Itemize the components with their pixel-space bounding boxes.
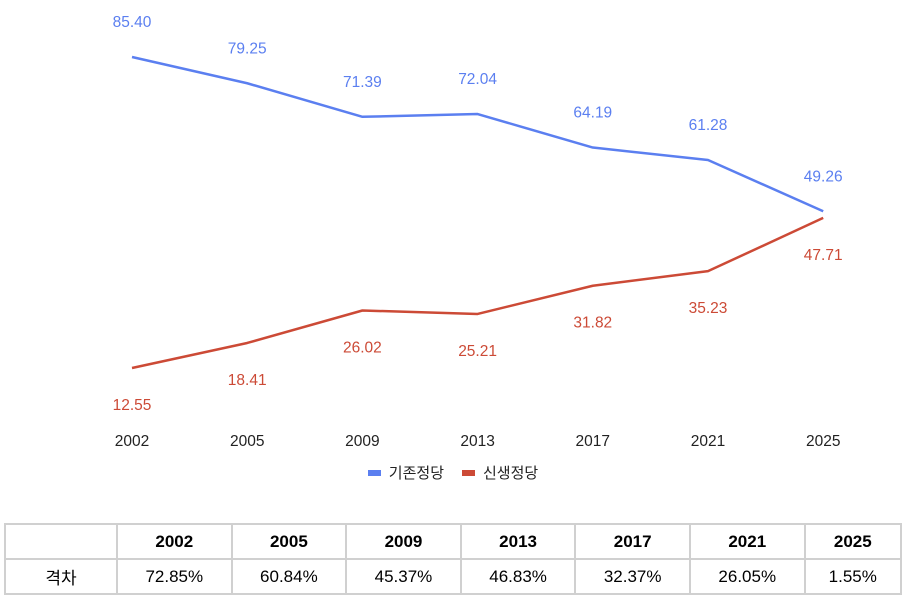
- header-cell: 2021: [688, 523, 806, 560]
- table-cell: 26.05%: [688, 558, 806, 595]
- table-cell: 46.83%: [459, 558, 577, 595]
- data-point: [705, 157, 711, 163]
- table-cell: 60.84%: [230, 558, 348, 595]
- data-label: 71.39: [343, 74, 382, 91]
- data-label: 31.82: [573, 315, 612, 332]
- header-cell: 2002: [116, 523, 233, 560]
- series-line-new: [131, 216, 824, 370]
- table-header-row: 2002 2005 2009 2013 2017 2021 2025: [4, 523, 903, 560]
- header-cell: 2017: [574, 523, 691, 560]
- x-tick-label: 2013: [460, 433, 494, 450]
- data-point: [359, 114, 365, 120]
- data-label: 61.28: [689, 117, 728, 134]
- data-point: [244, 340, 250, 346]
- x-tick-label: 2009: [345, 433, 379, 450]
- x-tick-label: 2005: [230, 433, 264, 450]
- data-point: [590, 145, 596, 151]
- data-label: 18.41: [228, 372, 267, 389]
- data-point: [820, 215, 826, 221]
- x-tick-label: 2025: [806, 433, 840, 450]
- table-cell: 72.85%: [116, 558, 233, 595]
- data-label: 72.04: [458, 71, 497, 88]
- data-point: [475, 111, 481, 117]
- legend: 기존정당 신생정당: [0, 462, 906, 483]
- x-tick-label: 2021: [691, 433, 725, 450]
- data-label: 12.55: [113, 397, 152, 414]
- legend-item-existing[interactable]: 기존정당: [367, 462, 444, 483]
- data-point: [244, 80, 250, 86]
- table-cell: 32.37%: [574, 558, 691, 595]
- data-label: 25.21: [458, 343, 497, 360]
- data-point: [129, 365, 135, 371]
- data-label: 26.02: [343, 339, 382, 356]
- table-row: 격차 72.85% 60.84% 45.37% 46.83% 32.37% 26…: [4, 558, 903, 595]
- x-tick-label: 2017: [576, 433, 610, 450]
- legend-label: 기존정당: [388, 465, 444, 482]
- header-cell: 2005: [230, 523, 348, 560]
- line-chart: 85.40 79.25 71.39 72.04 64.19 61.28 49.26 12.55…: [113, 14, 843, 450]
- data-point: [590, 283, 596, 289]
- table-cell: 1.55%: [803, 558, 903, 595]
- data-point: [820, 208, 826, 214]
- header-cell: [4, 523, 118, 560]
- data-label: 85.40: [113, 14, 152, 31]
- table-cell: 45.37%: [345, 558, 462, 595]
- series-line-existing: [131, 55, 824, 213]
- legend-swatch: [367, 469, 381, 476]
- data-point: [129, 54, 135, 60]
- legend-label: 신생정당: [483, 465, 539, 482]
- legend-item-new[interactable]: 신생정당: [462, 462, 538, 483]
- data-label: 47.71: [804, 247, 843, 264]
- legend-swatch: [462, 469, 475, 476]
- row-label: 격차: [4, 558, 118, 595]
- data-point: [475, 311, 481, 317]
- header-cell: 2009: [345, 523, 462, 560]
- data-point: [705, 268, 711, 274]
- data-point: [359, 307, 365, 313]
- data-label: 35.23: [689, 300, 728, 317]
- header-cell: 2025: [803, 523, 903, 560]
- data-label: 64.19: [573, 105, 612, 122]
- gap-table: 2002 2005 2009 2013 2017 2021 2025 격차 72…: [4, 523, 903, 595]
- header-cell: 2013: [459, 523, 577, 560]
- data-label: 79.25: [228, 40, 267, 57]
- x-tick-label: 2002: [115, 433, 149, 450]
- data-label: 49.26: [804, 168, 843, 185]
